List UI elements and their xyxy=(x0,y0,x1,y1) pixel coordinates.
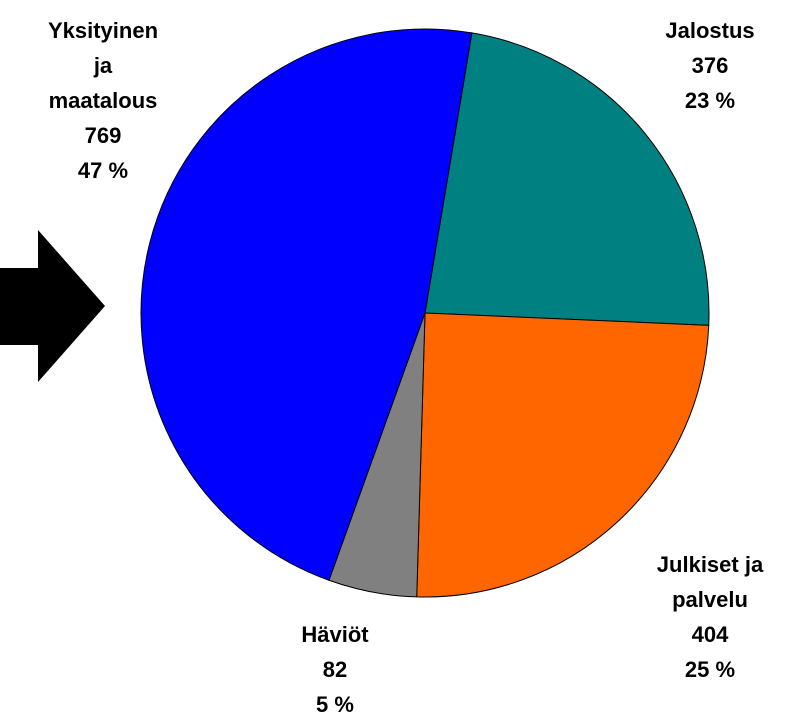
percent-label: 5 % xyxy=(316,692,354,717)
slice-label: Julkiset ja xyxy=(657,552,764,577)
pie-slice xyxy=(140,28,473,581)
value-label: 769 xyxy=(85,123,122,148)
pie-slice xyxy=(416,312,710,598)
value-label: 376 xyxy=(692,53,729,78)
percent-label: 23 % xyxy=(685,88,735,113)
slice-label: ja xyxy=(93,53,113,78)
percent-label: 25 % xyxy=(685,657,735,682)
value-label: 404 xyxy=(692,622,729,647)
slice-label: maatalous xyxy=(49,88,158,113)
slice-label: palvelu xyxy=(672,587,748,612)
value-label: 82 xyxy=(323,657,347,682)
pie-slice xyxy=(424,32,710,326)
slice-label: Jalostus xyxy=(665,18,754,43)
percent-label: 47 % xyxy=(78,158,128,183)
arrow xyxy=(0,230,105,382)
slice-label: Yksityinen xyxy=(48,18,158,43)
slice-label: Häviöt xyxy=(301,622,369,647)
